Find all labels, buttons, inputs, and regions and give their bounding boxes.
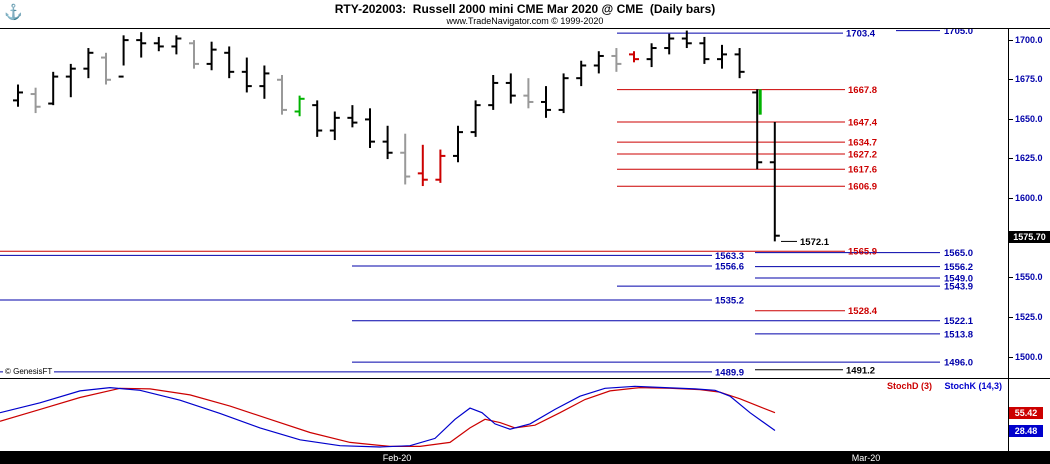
genesis-copyright: © GenesisFT <box>3 367 55 376</box>
price-axis-label: 1625.0 <box>1015 153 1043 164</box>
chart-title: RTY-202003: Russell 2000 mini CME Mar 20… <box>334 2 716 16</box>
stochastic-panel[interactable]: StochD (3) StochK (14,3) <box>0 378 1008 452</box>
price-axis-label: 1600.0 <box>1015 193 1043 204</box>
stochastic-axis[interactable]: 55.42 28.48 <box>1008 378 1050 452</box>
time-axis-label: Feb-20 <box>382 453 412 463</box>
svg-text:1627.2: 1627.2 <box>848 150 877 161</box>
svg-text:1535.2: 1535.2 <box>715 295 744 306</box>
svg-text:1572.1: 1572.1 <box>800 237 830 248</box>
price-axis-tick <box>1009 158 1013 160</box>
price-axis-tick <box>1009 79 1013 81</box>
price-axis-tick <box>1009 356 1013 358</box>
svg-text:1528.4: 1528.4 <box>848 306 878 317</box>
time-axis-label: Mar-20 <box>851 453 881 463</box>
stochk-value-badge: 28.48 <box>1009 425 1043 438</box>
level-lines <box>0 30 940 373</box>
price-axis[interactable]: 1700.0 1675.0 1650.0 1625.0 1600.0 1550.0 1525… <box>1008 28 1050 378</box>
price-axis-label: 1525.0 <box>1015 312 1043 323</box>
price-axis-tick <box>1009 198 1013 200</box>
price-chart[interactable]: 1703.4 1705.0 1667.8 1647.4 1634.7 1627.2 1617… <box>0 28 1008 378</box>
chart-subtitle: www.TradeNavigator.com © 1999-2020 <box>446 16 604 26</box>
price-axis-label: 1675.0 <box>1015 74 1043 85</box>
price-axis-tick <box>1009 317 1013 319</box>
svg-text:1556.2: 1556.2 <box>944 262 973 273</box>
svg-text:1489.9: 1489.9 <box>715 367 744 378</box>
stochastic-canvas[interactable] <box>0 379 1008 451</box>
svg-text:1556.6: 1556.6 <box>715 262 744 273</box>
stochd-value-badge: 55.42 <box>1009 407 1043 420</box>
svg-text:1549.0: 1549.0 <box>944 274 973 285</box>
price-axis-label: 1700.0 <box>1015 34 1043 45</box>
ohlc-bars <box>13 30 780 242</box>
stochk-legend: StochK (14,3) <box>944 381 1002 391</box>
svg-text:1563.3: 1563.3 <box>715 251 744 262</box>
stochastic-legend: StochD (3) StochK (14,3) <box>877 381 1002 391</box>
price-axis-tick <box>1009 277 1013 279</box>
current-price-badge: 1575.70 <box>1009 230 1050 243</box>
svg-text:1606.9: 1606.9 <box>848 182 877 193</box>
svg-text:1522.1: 1522.1 <box>944 316 974 327</box>
price-axis-tick <box>1009 118 1013 120</box>
price-axis-tick <box>1009 39 1013 41</box>
anchor-icon: ⚓ <box>4 4 23 21</box>
svg-text:1705.0: 1705.0 <box>944 29 973 37</box>
svg-text:1647.4: 1647.4 <box>848 117 878 128</box>
svg-text:1565.9: 1565.9 <box>848 247 877 258</box>
svg-text:1565.0: 1565.0 <box>944 248 973 259</box>
svg-text:1703.4: 1703.4 <box>846 29 876 40</box>
svg-text:1543.9: 1543.9 <box>944 282 973 293</box>
svg-text:1491.2: 1491.2 <box>846 365 875 376</box>
price-axis-label: 1500.0 <box>1015 351 1043 362</box>
time-axis[interactable]: Feb-20 Mar-20 <box>0 452 1050 464</box>
svg-text:1634.7: 1634.7 <box>848 138 877 149</box>
price-axis-label: 1650.0 <box>1015 113 1043 124</box>
stochd-legend: StochD (3) <box>886 381 932 391</box>
svg-text:1617.6: 1617.6 <box>848 165 877 176</box>
svg-text:1667.8: 1667.8 <box>848 85 877 96</box>
price-axis-label: 1550.0 <box>1015 272 1043 283</box>
svg-text:1496.0: 1496.0 <box>944 358 973 369</box>
svg-text:1513.8: 1513.8 <box>944 329 973 340</box>
chart-header: RTY-202003: Russell 2000 mini CME Mar 20… <box>0 0 1050 26</box>
